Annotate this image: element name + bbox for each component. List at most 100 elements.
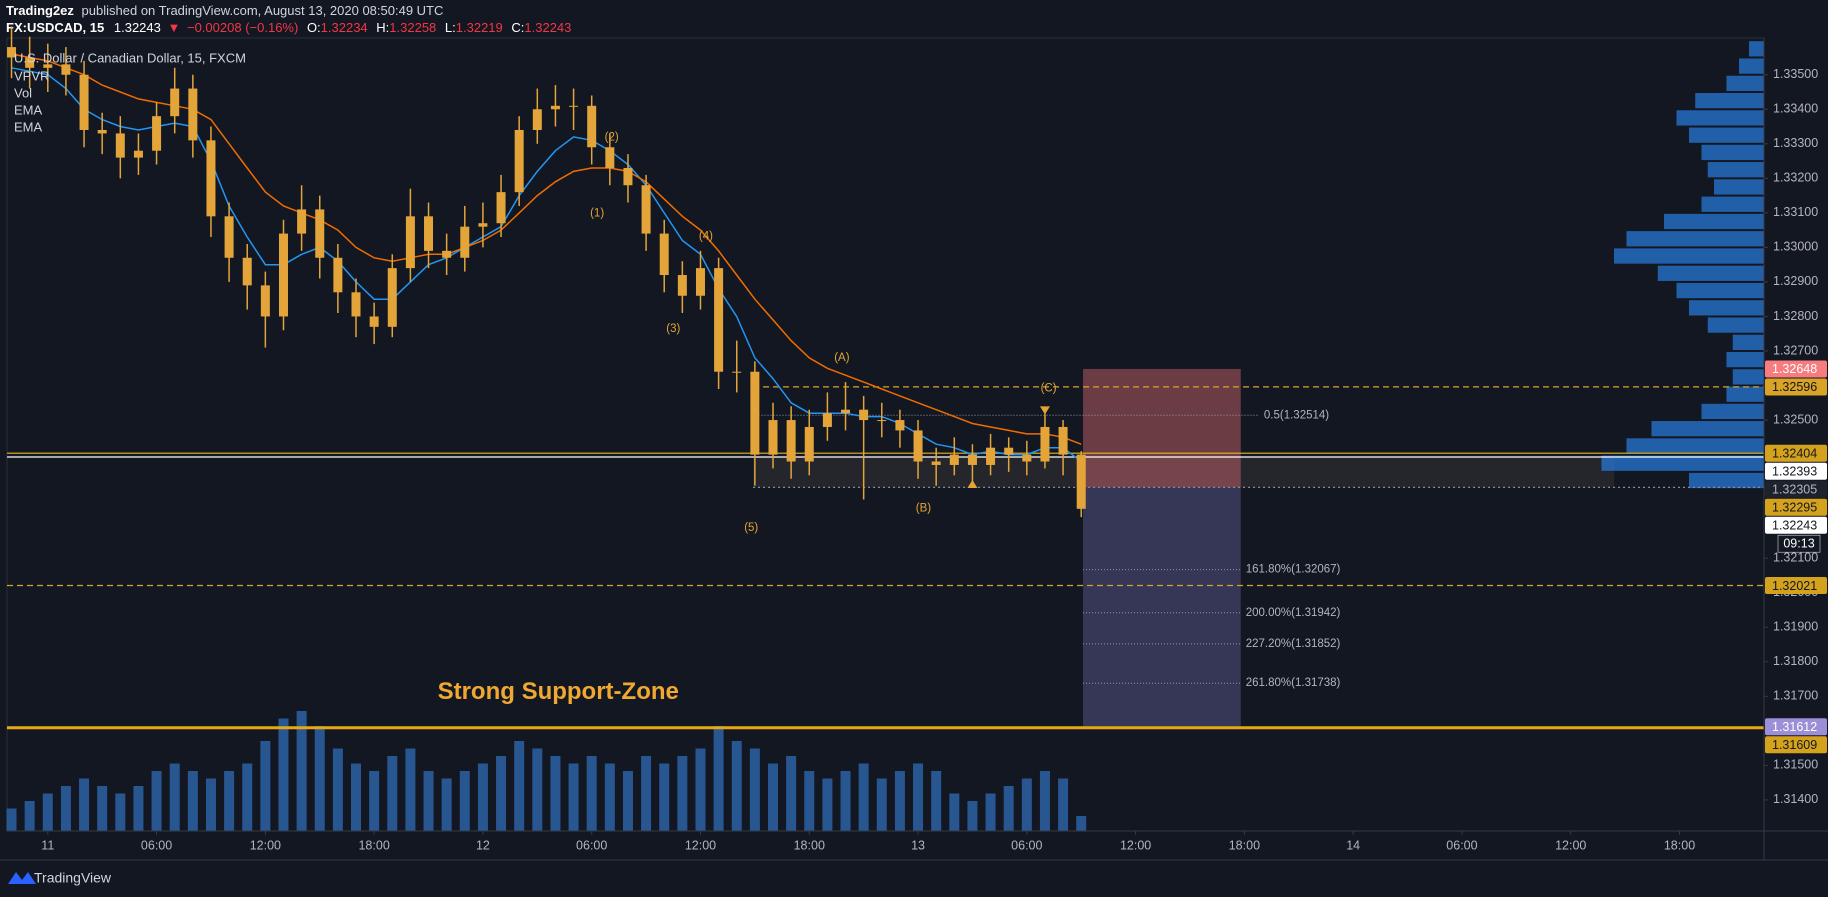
volume-bar xyxy=(822,778,833,831)
candle-body xyxy=(641,185,651,234)
volume-bar xyxy=(804,771,815,831)
ohlc-value: 1.32219 xyxy=(456,20,503,35)
legend-title: U.S. Dollar / Canadian Dollar, 15, FXCM xyxy=(14,50,246,65)
price-tag-label: 1.31609 xyxy=(1772,738,1817,752)
x-tick-label: 12:00 xyxy=(1555,838,1586,852)
profile-bar xyxy=(1626,231,1764,247)
candle-body xyxy=(569,105,579,107)
fib-label: 261.80%(1.31738) xyxy=(1246,677,1341,689)
profile-bar xyxy=(1689,127,1764,143)
profile-bar xyxy=(1707,317,1764,333)
countdown: 09:13 xyxy=(1783,537,1814,551)
volume-bar xyxy=(133,786,144,831)
volume-bar xyxy=(187,771,198,831)
volume-bar xyxy=(60,786,71,831)
volume-bar xyxy=(351,763,362,831)
author: Trading2ez xyxy=(6,3,74,18)
candle-body xyxy=(841,409,851,414)
wave-label: (C) xyxy=(1041,382,1057,394)
candle-body xyxy=(786,420,796,462)
candle-body xyxy=(242,257,252,286)
brand-logo xyxy=(8,872,36,884)
x-tick-label: 06:00 xyxy=(141,838,172,852)
candle-body xyxy=(714,268,724,372)
candle-body xyxy=(732,371,742,373)
risk-box xyxy=(1083,368,1241,488)
y-tick-label: 1.33000 xyxy=(1773,240,1818,254)
price-tag xyxy=(1765,576,1827,594)
candle-body xyxy=(659,233,669,276)
ohlc-value: 1.32258 xyxy=(389,20,436,35)
candle-body xyxy=(260,285,270,317)
wave-label: (2) xyxy=(605,132,619,144)
profile-bar xyxy=(1732,369,1764,385)
candle-body xyxy=(695,268,705,296)
candle-body xyxy=(478,223,488,227)
price-axis xyxy=(1764,0,1828,860)
volume-bar xyxy=(786,756,797,831)
volume-bar xyxy=(659,763,670,831)
price-tag xyxy=(1765,498,1827,516)
profile-bar xyxy=(1664,213,1764,230)
candle-body xyxy=(750,371,760,455)
volume-bar xyxy=(550,756,561,831)
volume-bar xyxy=(224,771,235,831)
candle-body xyxy=(133,150,143,158)
price-tag xyxy=(1765,462,1827,480)
volume-bar xyxy=(641,756,652,831)
legend-entry: Vol xyxy=(14,85,32,100)
x-tick-label: 18:00 xyxy=(1229,838,1260,852)
volume-bar xyxy=(931,771,942,831)
ohlc-key: H: xyxy=(376,20,389,35)
candle-body xyxy=(931,461,941,465)
price-tag xyxy=(1765,516,1827,534)
price-tag-label: 1.32021 xyxy=(1772,579,1817,593)
symbol: FX:USDCAD, 15 xyxy=(6,20,104,35)
price-tag-label: 1.32393 xyxy=(1772,465,1817,479)
volume-bar xyxy=(115,793,126,831)
profile-bar xyxy=(1701,403,1764,420)
ohlc-value: 1.32234 xyxy=(321,20,368,35)
ohlc-value: 1.32243 xyxy=(524,20,571,35)
volume-bar xyxy=(205,778,216,831)
volume-bar xyxy=(79,778,90,831)
ohlc-key: C: xyxy=(511,20,524,35)
volume-bar xyxy=(1058,778,1069,831)
price-tag xyxy=(1765,718,1827,736)
candle-body xyxy=(97,129,107,134)
candle-body xyxy=(43,64,53,68)
candle-body xyxy=(967,454,977,465)
y-tick-label: 1.32700 xyxy=(1773,343,1818,357)
candle-body xyxy=(61,64,71,75)
wave-marker xyxy=(1039,406,1050,415)
volume-bar xyxy=(713,726,724,831)
change-arrow: ▼ xyxy=(168,20,181,35)
change: −0.00208 (−0.16%) xyxy=(187,20,298,35)
y-tick-label: 1.33300 xyxy=(1773,136,1818,150)
volume-bar xyxy=(405,748,416,831)
volume-bar xyxy=(514,741,525,831)
support-zone-label: Strong Support-Zone xyxy=(438,678,679,705)
candle-body xyxy=(913,430,923,462)
candle-body xyxy=(79,74,89,130)
x-tick-label: 18:00 xyxy=(358,838,389,852)
candle-body xyxy=(895,420,905,431)
volume-bar xyxy=(622,771,633,831)
candle-body xyxy=(387,268,397,327)
x-tick-label: 06:00 xyxy=(1446,838,1477,852)
volume-bar xyxy=(496,756,507,831)
volume-bar xyxy=(369,771,380,831)
volume-bar xyxy=(97,786,108,831)
profile-bar xyxy=(1732,334,1764,350)
legend-entry: EMA xyxy=(14,102,43,117)
candle-body xyxy=(1058,426,1068,455)
volume-bar xyxy=(731,741,742,831)
wave-marker xyxy=(967,479,978,488)
volume-bar xyxy=(677,756,688,831)
volume-bar xyxy=(242,763,253,831)
brand-name: TradingView xyxy=(34,870,112,886)
x-tick-label: 06:00 xyxy=(576,838,607,852)
x-tick-label: 12:00 xyxy=(1120,838,1151,852)
candle-body xyxy=(369,316,379,327)
y-tick-label: 1.32100 xyxy=(1773,550,1818,564)
